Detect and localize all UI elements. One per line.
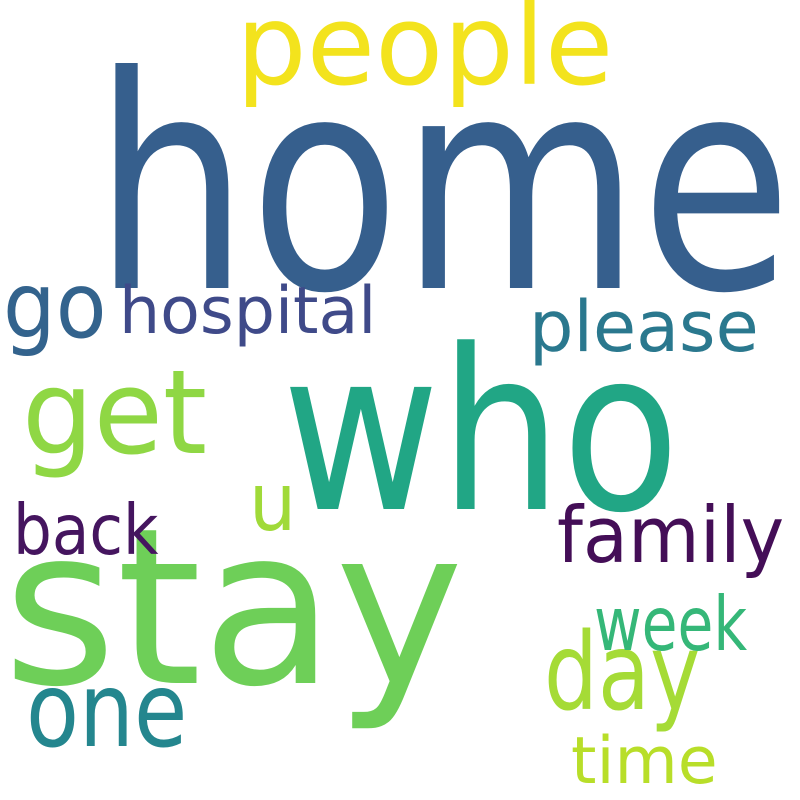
- word-stay: stay: [3, 481, 464, 735]
- word-u: u: [249, 454, 297, 549]
- word-one: one: [25, 651, 188, 772]
- word-please: please: [529, 285, 759, 368]
- word-get: get: [22, 346, 208, 482]
- word-go: go: [3, 254, 107, 359]
- word-who: who: [282, 302, 680, 563]
- word-week: week: [593, 580, 747, 669]
- word-people: people: [236, 0, 614, 111]
- word-family: family: [557, 491, 785, 582]
- word-time: time: [571, 724, 718, 799]
- word-day: day: [544, 609, 701, 735]
- word-home: home: [92, 13, 792, 359]
- word-back: back: [12, 491, 159, 572]
- word-hospital: hospital: [119, 274, 377, 349]
